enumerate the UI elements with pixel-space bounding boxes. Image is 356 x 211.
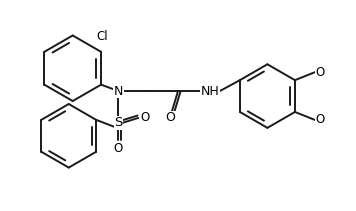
Text: O: O xyxy=(141,111,150,124)
Text: O: O xyxy=(315,66,324,79)
Text: N: N xyxy=(114,85,123,98)
Text: S: S xyxy=(114,116,122,129)
Text: NH: NH xyxy=(200,85,219,98)
Text: O: O xyxy=(114,142,123,155)
Text: O: O xyxy=(315,113,324,126)
Text: Cl: Cl xyxy=(96,30,108,43)
Text: O: O xyxy=(165,111,175,124)
